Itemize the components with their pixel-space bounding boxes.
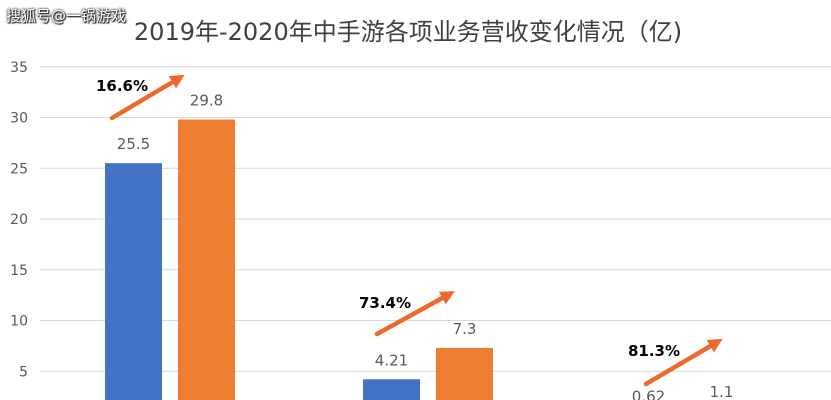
bar xyxy=(178,119,235,400)
data-label: 7.3 xyxy=(453,320,477,338)
y-axis: 5 10 15 20 25 30 35 xyxy=(10,60,28,381)
data-label: 0.62 xyxy=(632,388,665,400)
growth-arrow-icon xyxy=(109,74,185,121)
y-tick-label: 15 xyxy=(10,263,28,279)
chart-title: 2019年-2020年中手游各项业务营收变化情况（亿) xyxy=(134,18,682,46)
data-label: 25.5 xyxy=(117,135,150,153)
y-tick-label: 5 xyxy=(19,364,28,380)
growth-annotations: 16.6% 73.4% 81.3% xyxy=(96,74,723,387)
bar xyxy=(363,379,420,400)
y-tick-label: 25 xyxy=(10,161,28,177)
watermark: 搜狐号@一锅游戏 xyxy=(6,7,127,25)
bar xyxy=(105,163,162,400)
growth-arrow-icon xyxy=(374,291,455,337)
gridlines xyxy=(40,66,831,372)
data-label: 4.21 xyxy=(375,351,408,369)
data-label: 29.8 xyxy=(190,92,223,110)
bars xyxy=(105,119,493,400)
growth-arrow-icon xyxy=(643,338,723,387)
growth-label: 16.6% xyxy=(96,77,148,95)
data-labels: 25.5 4.21 0.62 29.8 7.3 1.1 xyxy=(117,92,734,400)
data-label: 1.1 xyxy=(710,383,734,400)
growth-label: 81.3% xyxy=(628,342,680,360)
y-tick-label: 10 xyxy=(10,314,28,330)
growth-label: 73.4% xyxy=(359,294,411,312)
y-tick-label: 20 xyxy=(10,212,28,228)
y-tick-label: 30 xyxy=(10,111,28,127)
bar xyxy=(436,347,493,400)
y-tick-label: 35 xyxy=(10,60,28,76)
